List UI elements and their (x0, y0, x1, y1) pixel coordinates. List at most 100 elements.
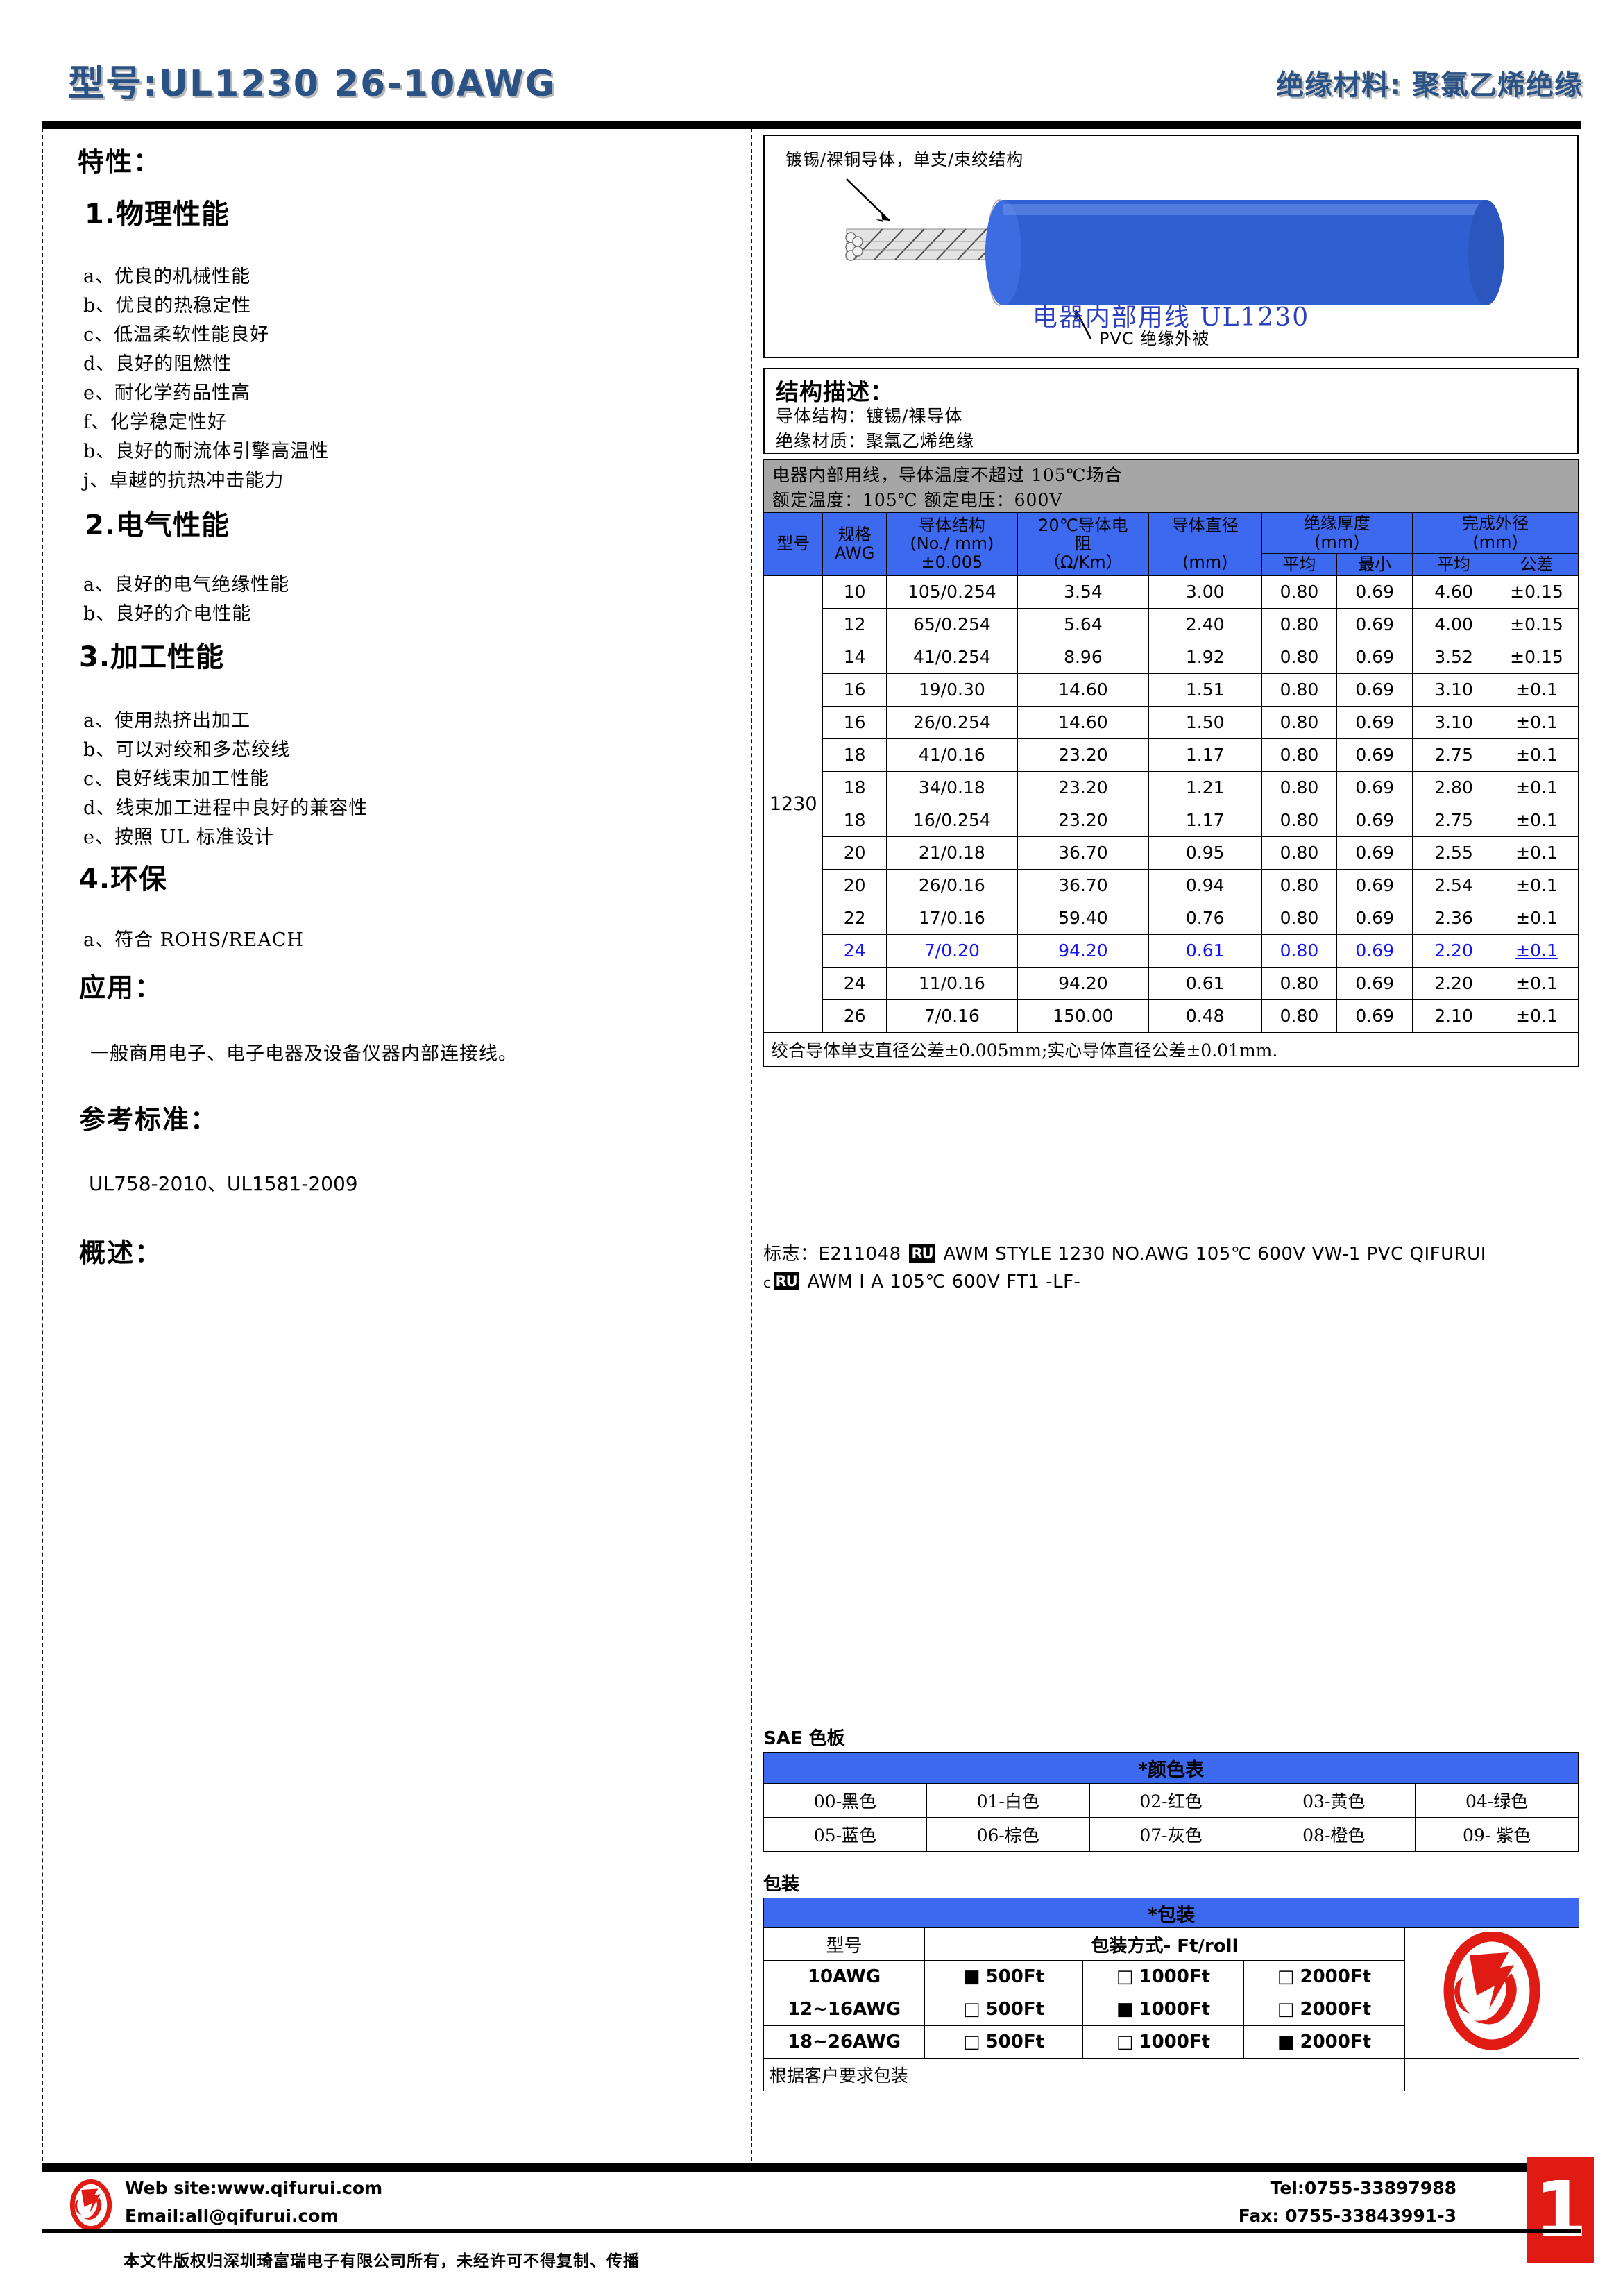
cell-res: 150.00 (1017, 999, 1149, 1033)
cell-od-tol: ±0.1 (1494, 803, 1579, 837)
spec-footnote-row: 绞合导体单支直径公差±0.005mm;实心导体直径公差±0.01mm. (763, 1031, 1579, 1067)
cell-od-avg: 2.80 (1412, 770, 1495, 804)
packaging-col-method: 包装方式- Ft/roll (924, 1927, 1405, 1961)
cell-struct: 7/0.20 (885, 934, 1018, 968)
cell-ins-min: 0.69 (1336, 901, 1413, 935)
marking-prefix: 标志：E211048 (763, 1244, 901, 1265)
sae-row-1: 00-黑色 01-白色 02-红色 03-黄色 04-绿色 (763, 1783, 1579, 1818)
table-row: 16 26/0.254 14.60 1.50 0.80 0.69 3.10 ±0.1 (764, 705, 1579, 739)
cell-ins-avg: 0.80 (1261, 999, 1338, 1033)
cell-struct: 16/0.254 (885, 803, 1018, 837)
marking-text-1: AWM STYLE 1230 NO.AWG 105℃ 600V VW-1 PVC… (943, 1244, 1486, 1265)
feature-item: d、良好的阻燃性 (83, 353, 232, 375)
packaging-option-checkbox[interactable]: 1000Ft (1082, 1960, 1244, 1993)
sae-label: SAE 色板 (763, 1728, 845, 1749)
right-column: 镀锡/裸铜导体，单支/束绞结构 (763, 128, 1581, 2161)
rating-band: 电器内部用线，导体温度不超过 105℃场合 额定温度：105℃ 额定电压：600… (763, 459, 1579, 512)
packaging-col-model: 型号 (763, 1927, 925, 1961)
packaging-row: 10AWG500Ft1000Ft2000Ft (763, 1960, 1579, 1993)
table-row: 24 11/0.16 94.20 0.61 0.80 0.69 2.20 ±0.1 (764, 966, 1579, 1000)
cell-ins-min: 0.69 (1336, 803, 1413, 837)
col-insulation-thickness: 绝缘厚度 (mm) (1261, 512, 1413, 554)
col-res-line3: （Ω/Km） (1044, 552, 1123, 573)
color-cell: 01-白色 (926, 1783, 1090, 1818)
table-row: 1230 10 105/0.254 3.54 3.00 0.80 0.69 4.60 ±0.15 (763, 575, 1579, 1033)
model-title: 型号:UL1230 26-10AWG (68, 63, 556, 105)
structure-line: 导体结构：镀锡/裸导体 (776, 406, 963, 426)
cell-res: 23.20 (1017, 738, 1149, 772)
cell-res: 5.64 (1017, 607, 1149, 641)
cell-ins-avg: 0.80 (1261, 607, 1338, 641)
feature-item: a、优良的机械性能 (83, 266, 251, 287)
table-row: 26 7/0.16 150.00 0.48 0.80 0.69 2.10 ±0.1 (764, 999, 1579, 1033)
color-cell: 02-红色 (1089, 1783, 1253, 1818)
cell-ins-min: 0.69 (1336, 738, 1413, 772)
cell-od-tol: ±0.1 (1494, 868, 1579, 902)
col-od-line1: 完成外径 (1462, 514, 1529, 533)
wire-illustration-icon (845, 178, 1504, 339)
color-cell: 05-蓝色 (763, 1817, 927, 1852)
cell-ins-min: 0.69 (1336, 966, 1413, 1000)
cell-awg: 22 (822, 901, 887, 935)
cell-struct: 41/0.254 (885, 640, 1018, 674)
packaging-option-checkbox[interactable]: 2000Ft (1243, 1993, 1405, 2026)
cell-od-tol: ±0.1 (1494, 770, 1579, 804)
ul-recognized-icon: RU (909, 1244, 935, 1263)
cell-od-tol: ±0.1 (1494, 673, 1579, 707)
feature-item: a、使用热挤出加工 (83, 710, 251, 732)
marking-line-1: 标志：E211048 RU AWM STYLE 1230 NO.AWG 105℃… (763, 1240, 1486, 1265)
cell-awg: 18 (822, 770, 887, 804)
cell-res: 8.96 (1017, 640, 1149, 674)
cell-dia: 1.92 (1148, 640, 1262, 674)
packaging-option-checkbox[interactable]: 500Ft (924, 2025, 1083, 2059)
website-text[interactable]: Web site:www.qifurui.com (125, 2178, 383, 2198)
table-row: 20 26/0.16 36.70 0.94 0.80 0.69 2.54 ±0.1 (764, 868, 1579, 902)
cell-od-tol: ±0.1 (1494, 836, 1579, 870)
packaging-option-checkbox[interactable]: 1000Ft (1082, 1993, 1244, 2026)
spec-subheader-row: 平均 最小 平均 公差 (764, 552, 1579, 576)
cell-ins-avg: 0.80 (1261, 575, 1338, 609)
packaging-option-checkbox[interactable]: 2000Ft (1243, 2025, 1405, 2059)
cell-awg: 12 (822, 607, 887, 641)
cell-ins-avg: 0.80 (1261, 868, 1338, 902)
table-row: 18 34/0.18 23.20 1.21 0.80 0.69 2.80 ±0.1 (764, 770, 1579, 804)
cell-dia: 1.21 (1148, 770, 1262, 804)
footer-divider (42, 2163, 1581, 2172)
col-conductor-structure: 导体结构 (No./ mm) ±0.005 (885, 512, 1018, 576)
email-text[interactable]: Email:all@qifurui.com (125, 2206, 339, 2226)
cell-ins-min: 0.69 (1336, 999, 1413, 1033)
packaging-option-checkbox[interactable]: 500Ft (924, 1993, 1083, 2026)
feature-item: b、优良的热稳定性 (83, 295, 252, 316)
packaging-table-title: *包装 (763, 1898, 1580, 1928)
feature-item: c、良好线束加工性能 (83, 768, 270, 790)
feature-item: j、卓越的抗热冲击能力 (83, 470, 284, 491)
feature-item: b、良好的介电性能 (83, 603, 252, 625)
cell-struct: 65/0.254 (885, 607, 1018, 641)
cell-od-tol: ±0.1 (1494, 901, 1579, 935)
rating-line-1: 电器内部用线，导体温度不超过 105℃场合 (772, 465, 1123, 485)
cell-ins-avg: 0.80 (1261, 803, 1338, 837)
specification-table: 型号 规格 AWG 导体结构 (No./ mm) ±0.005 20℃导体电 (763, 512, 1579, 1067)
cell-struct: 26/0.254 (885, 705, 1018, 739)
col-res-line2: 阻 (1074, 534, 1091, 554)
packaging-option-checkbox[interactable]: 500Ft (924, 1960, 1083, 1993)
cell-od-tol: ±0.1 (1494, 966, 1579, 1000)
column-divider (751, 128, 752, 2161)
application-heading: 应用： (79, 972, 163, 1003)
color-cell: 03-黄色 (1252, 1783, 1416, 1818)
packaging-label: 包装 (763, 1874, 800, 1895)
cell-od-avg: 3.10 (1412, 705, 1495, 739)
sae-table-title: *颜色表 (763, 1752, 1579, 1784)
cell-od-avg: 2.75 (1412, 738, 1495, 772)
cell-struct: 11/0.16 (885, 966, 1018, 1000)
cell-od-avg: 2.10 (1412, 999, 1495, 1033)
packaging-option-checkbox[interactable]: 1000Ft (1082, 2025, 1244, 2059)
cell-od-tol: ±0.15 (1494, 575, 1579, 609)
packaging-header-row: 型号 包装方式- Ft/roll (763, 1927, 1580, 2059)
sub-od-tol: 公差 (1494, 552, 1579, 576)
cell-od-tol: ±0.15 (1494, 640, 1579, 674)
col-dia-line1: 导体直径 (1171, 515, 1239, 535)
packaging-option-checkbox[interactable]: 2000Ft (1243, 1960, 1405, 1993)
table-row: 16 19/0.30 14.60 1.51 0.80 0.69 3.10 ±0.1 (764, 673, 1579, 707)
structure-heading: 结构描述： (776, 378, 894, 405)
